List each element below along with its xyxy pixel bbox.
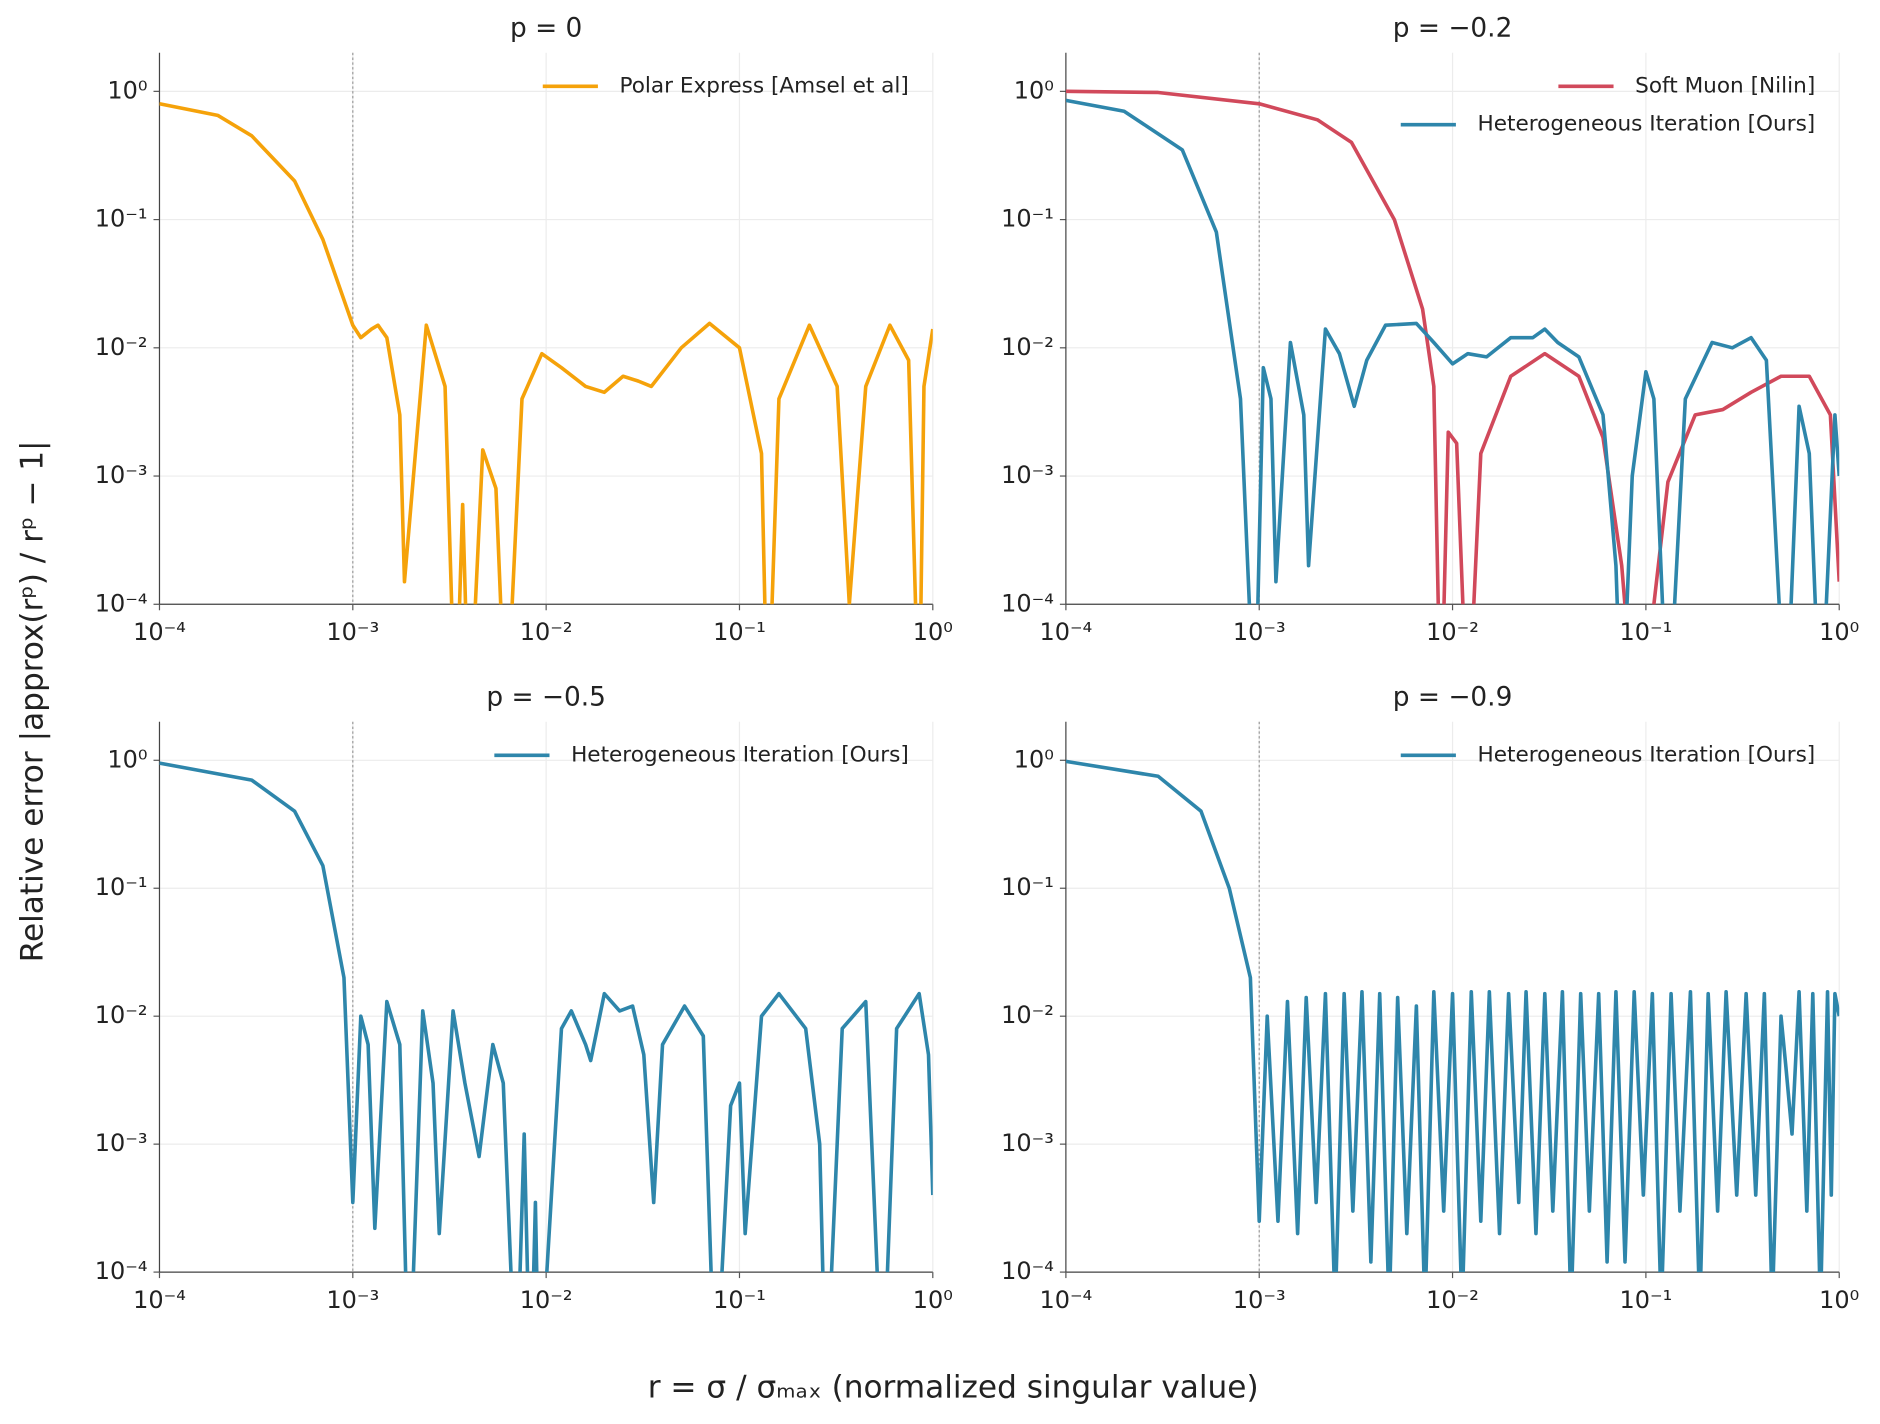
subplot: 10⁻⁴ 10⁻³ 10⁻² 10⁻¹ 10⁰ 10⁻⁴ 10⁻³ 10⁻² 10⁻¹ 10⁰ p … [1001,682,1859,1314]
y-tick-label: 10⁰ [107,745,147,773]
x-tick-label: 10⁻⁴ [133,618,186,646]
data-line [1065,759,1840,1273]
legend-label: Heterogeneous Iteration [Ours] [1477,112,1815,137]
x-tick-label: 10⁻² [1426,618,1479,646]
x-tick-label: 10⁻³ [326,1286,379,1314]
x-tick-label: 10⁰ [1819,618,1859,646]
legend-label: Soft Muon [Nilin] [1635,73,1815,98]
y-tick-label: 10⁰ [1014,745,1054,773]
legend-label: Polar Express [Amsel et al] [619,73,908,98]
x-axis-label: r = σ / σₘₐₓ (normalized singular value) [648,1369,1259,1405]
y-tick-label: 10⁻⁴ [95,1257,148,1285]
data-line [1065,89,1840,605]
subplot-title: p = −0.5 [486,682,606,712]
x-tick-label: 10⁻⁴ [1040,618,1093,646]
x-tick-label: 10⁰ [1819,1286,1859,1314]
y-tick-label: 10⁻¹ [95,205,148,233]
y-tick-label: 10⁰ [107,76,147,104]
y-tick-label: 10⁻² [1001,1001,1054,1029]
y-tick-label: 10⁻² [1001,333,1054,361]
legend-label: Heterogeneous Iteration [Ours] [1477,742,1815,767]
data-line [159,761,933,1273]
y-tick-label: 10⁻⁴ [1001,1257,1054,1285]
x-tick-label: 10⁰ [913,1286,953,1314]
data-line [1065,98,1840,605]
subplot: 10⁻⁴ 10⁻³ 10⁻² 10⁻¹ 10⁰ 10⁻⁴ 10⁻³ 10⁻² 10⁻¹ 10⁰ p … [95,13,953,646]
x-tick-label: 10⁻¹ [1620,1286,1673,1314]
subplot-title: p = 0 [510,13,582,43]
y-tick-label: 10⁻⁴ [1001,589,1054,617]
y-axis-label: Relative error |approx(rᵖ) / rᵖ − 1| [15,440,51,962]
subplot-title: p = −0.2 [1393,13,1513,43]
x-tick-label: 10⁻² [520,618,573,646]
x-tick-label: 10⁻⁴ [133,1286,186,1314]
subplot: 10⁻⁴ 10⁻³ 10⁻² 10⁻¹ 10⁰ 10⁻⁴ 10⁻³ 10⁻² 10⁻¹ 10⁰ p … [95,682,953,1314]
x-tick-label: 10⁻¹ [1620,618,1673,646]
subplot-title: p = −0.9 [1393,682,1513,712]
x-tick-label: 10⁻³ [1233,1286,1286,1314]
y-tick-label: 10⁻² [95,1001,148,1029]
y-tick-label: 10⁻³ [1001,1129,1054,1157]
y-tick-label: 10⁻³ [1001,461,1054,489]
x-tick-label: 10⁻⁴ [1040,1286,1093,1314]
x-tick-label: 10⁻¹ [713,1286,766,1314]
x-tick-label: 10⁻¹ [713,618,766,646]
y-tick-label: 10⁰ [1014,76,1054,104]
y-tick-label: 10⁻¹ [95,873,148,901]
x-tick-label: 10⁰ [913,618,953,646]
y-tick-label: 10⁻⁴ [95,589,148,617]
x-tick-label: 10⁻³ [326,618,379,646]
x-tick-label: 10⁻³ [1233,618,1286,646]
x-tick-label: 10⁻² [1426,1286,1479,1314]
x-tick-label: 10⁻² [520,1286,573,1314]
y-tick-label: 10⁻² [95,333,148,361]
subplot: 10⁻⁴ 10⁻³ 10⁻² 10⁻¹ 10⁰ 10⁻⁴ 10⁻³ 10⁻² 10⁻¹ 10⁰ p … [1001,13,1859,646]
legend-label: Heterogeneous Iteration [Ours] [571,742,909,767]
y-tick-label: 10⁻¹ [1001,205,1054,233]
y-tick-label: 10⁻¹ [1001,873,1054,901]
y-tick-label: 10⁻³ [95,1129,148,1157]
data-line [159,102,933,605]
y-tick-label: 10⁻³ [95,461,148,489]
